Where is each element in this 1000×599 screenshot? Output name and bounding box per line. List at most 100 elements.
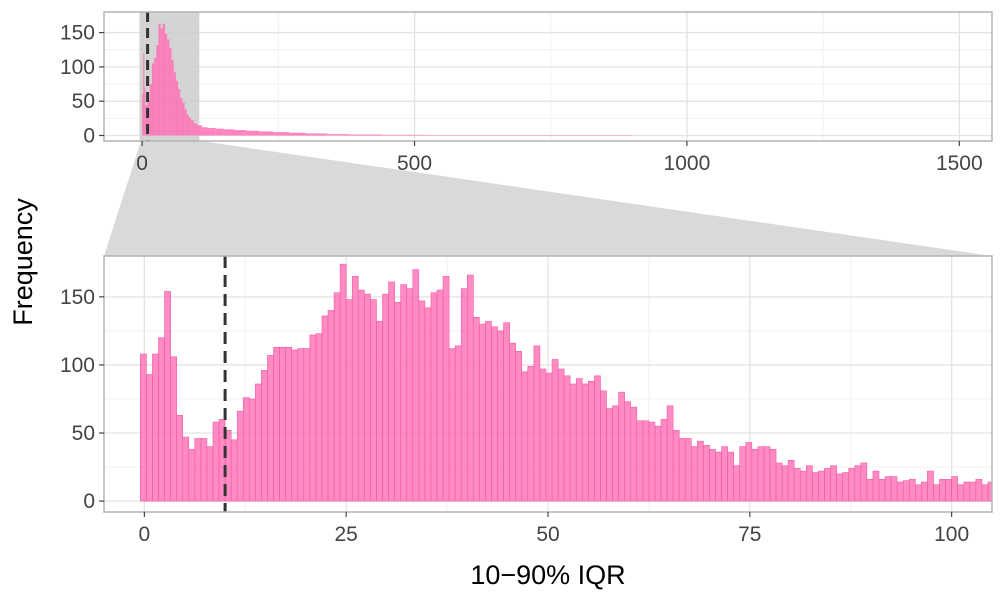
overview-bar (305, 133, 328, 136)
zoom-bar (466, 274, 474, 502)
overview-bar (234, 130, 246, 136)
overview-bar (349, 134, 382, 136)
zoom-bar (212, 421, 220, 502)
overview-bar (188, 117, 192, 136)
x-tick-label: 25 (335, 523, 358, 546)
zoom-bar (757, 446, 765, 502)
zoom-bar (479, 323, 486, 502)
x-tick-label: 50 (536, 523, 559, 546)
zoom-bar (908, 479, 916, 502)
zoom-bar (454, 345, 462, 502)
x-tick-label: 100 (934, 523, 969, 546)
zoom-bar (485, 321, 492, 502)
zoom-connector (104, 141, 992, 256)
y-tick-label: 0 (83, 125, 95, 148)
zoom-bar (842, 472, 850, 502)
overview-bar (149, 84, 152, 136)
zoom-bar (793, 468, 801, 502)
zoom-bar (624, 401, 632, 502)
y-tick-label: 50 (72, 90, 95, 113)
zoom-bar (684, 438, 692, 502)
zoom-bar (666, 405, 674, 502)
zoom-bar (430, 292, 438, 502)
zoom-bar (515, 351, 523, 502)
zoom-bar (902, 480, 910, 502)
zoom-bar (436, 289, 444, 502)
zoom-bar (140, 353, 147, 502)
zoom-bar (636, 420, 644, 502)
y-tick-label: 50 (72, 422, 95, 445)
zoom-bar (400, 284, 408, 502)
zoom-bar (255, 383, 262, 502)
zoom-bars (140, 263, 992, 502)
zoom-bar (588, 380, 595, 502)
zoom-bar (860, 462, 868, 502)
zoom-bar (594, 375, 601, 502)
zoom-bar (521, 371, 529, 502)
overview-bar (169, 47, 172, 136)
zoom-bar (364, 293, 371, 502)
overview-bar (142, 94, 144, 136)
zoom-bar (818, 470, 825, 502)
overview-bar (182, 102, 185, 136)
zoom-bar (787, 459, 795, 502)
overview-bar (272, 132, 290, 136)
zoom-bar (836, 473, 843, 502)
zoom-bar (799, 470, 807, 502)
zoom-bar (303, 348, 311, 502)
zoom-bar (727, 451, 734, 502)
zoom-bar (473, 316, 480, 502)
zoom-bar (806, 465, 813, 502)
y-tick-label: 150 (60, 22, 95, 45)
overview-bar (215, 128, 224, 136)
overview-bar (158, 23, 161, 136)
zoom-bar (975, 479, 983, 502)
overview-panel: 0 500 1000 1500 0 50 100 150 (60, 11, 993, 175)
zoom-bar (563, 375, 571, 502)
zoom-bar (345, 299, 353, 502)
x-tick-label: 0 (139, 523, 151, 546)
zoom-bar (824, 468, 831, 502)
overview-bar (381, 134, 426, 136)
y-tick-label: 100 (60, 354, 95, 377)
overview-bar (160, 28, 163, 136)
overview-bar (180, 97, 183, 136)
overview-bar (202, 127, 208, 136)
overview-bar (259, 131, 273, 136)
zoom-bar (987, 481, 992, 502)
zoom-bar (406, 288, 414, 502)
zoom-bar (267, 355, 274, 502)
zoom-bar (600, 390, 607, 502)
zoom-bar (285, 346, 292, 502)
overview-bar (207, 127, 216, 136)
zoom-bar (230, 439, 238, 502)
zoom-bar (261, 370, 268, 502)
zoom-bar (981, 484, 989, 502)
overview-x-ticks: 0 500 1000 1500 (136, 141, 983, 175)
zoom-bar (509, 342, 517, 502)
zoom-bar (612, 405, 619, 502)
zoom-bar (339, 263, 347, 502)
zoom-bar (751, 449, 759, 502)
zoom-bar (957, 484, 965, 502)
overview-plot-background (104, 12, 992, 141)
zoom-bar (418, 300, 426, 502)
zoom-bar (236, 410, 244, 502)
zoom-bar (921, 481, 928, 502)
zoom-bar (152, 353, 159, 502)
overview-bar (196, 125, 203, 136)
overview-bar (156, 44, 159, 136)
zoom-bar (812, 472, 819, 502)
overview-bar (193, 123, 197, 136)
zoom-bar (176, 415, 184, 502)
zoom-bar (249, 398, 256, 502)
zoom-bar (370, 299, 377, 502)
zoom-bar (690, 446, 698, 502)
x-tick-label: 1000 (664, 152, 711, 175)
zoom-bar (351, 276, 359, 502)
zoom-bar (394, 301, 401, 502)
zoom-bar (878, 479, 886, 502)
zoom-bar (376, 321, 383, 502)
zoom-bar (569, 383, 577, 502)
